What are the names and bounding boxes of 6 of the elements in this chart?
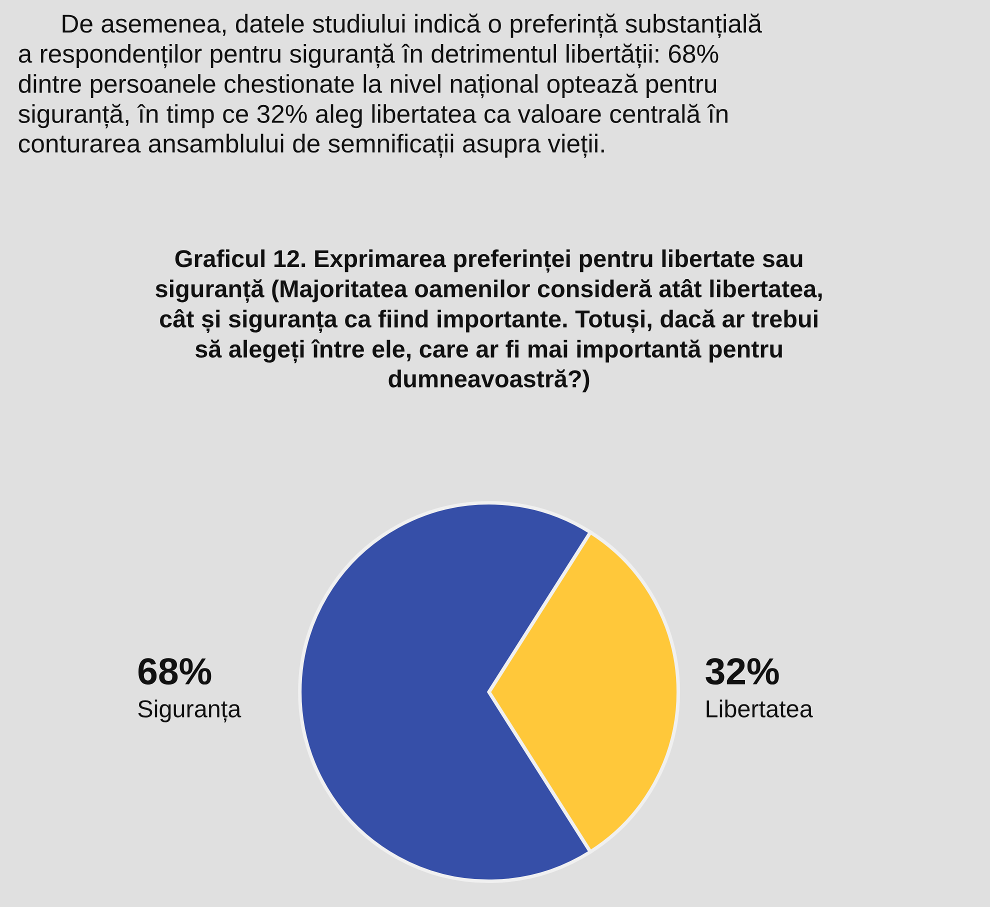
- text: De asemenea, datele studiului indică o preferință substanțială a respondenților pentru siguranță în detrimentul libertății: 68% dintre persoanele chestionate la nivel național optează pentru siguranță, în timp ce 32% aleg libertatea ca valoare centrală în conturarea ansamblului de semnificații asupra vieții.: [18, 14, 762, 158]
- slice-label: Siguranța: [138, 700, 242, 722]
- chart-title: Graficul 12. Exprimarea preferinței pentru libertate sau siguranță (Majoritatea oamenilor consideră atât libertatea, cât și siguranța ca fiind importante. Totuși, dacă ar trebui să alegeți între ele, care ar fi mai importantă pentru dumneavoastră?): [156, 249, 822, 392]
- slice-label: Libertatea: [706, 700, 813, 718]
- data-label: 68%: [138, 658, 212, 685]
- data-label: 32%: [706, 658, 779, 685]
